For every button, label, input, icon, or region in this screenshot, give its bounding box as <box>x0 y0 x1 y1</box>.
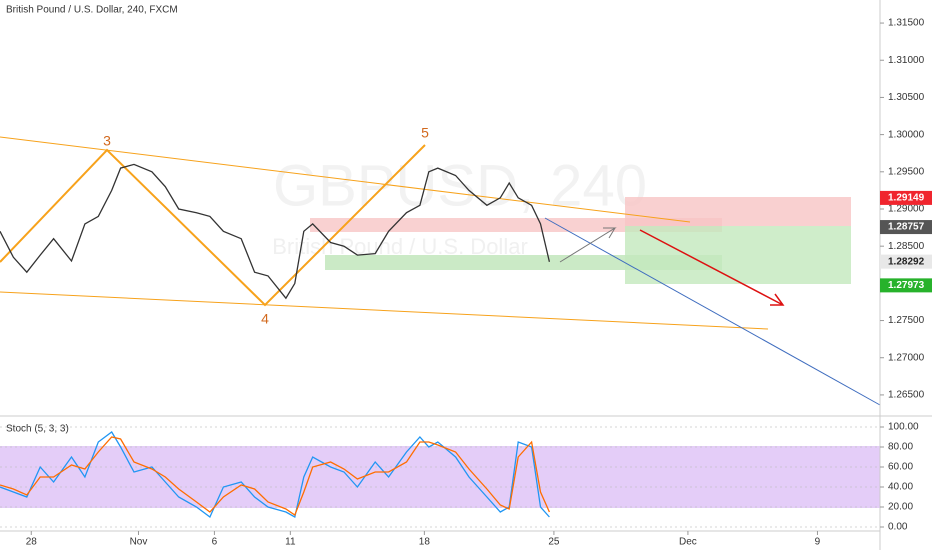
x-tick-label: 11 <box>285 537 296 548</box>
y-tick-label: 1.28500 <box>888 241 925 252</box>
y-tick-label: 20.00 <box>888 502 913 513</box>
price-tag-label: 1.28757 <box>888 222 925 233</box>
wave-pattern <box>0 144 426 307</box>
series-line <box>0 163 551 300</box>
chart-title: British Pound / U.S. Dollar, 240, FXCM <box>6 5 178 16</box>
buy-zone <box>325 255 722 270</box>
target-zone <box>625 226 851 284</box>
sell-zone <box>310 218 722 232</box>
y-tick-label: 40.00 <box>888 482 913 493</box>
wave-label: 3 <box>103 133 111 149</box>
stop-zone <box>625 197 851 226</box>
price-tag <box>880 254 932 269</box>
x-tick-label: 9 <box>815 537 821 548</box>
y-tick-label: 1.31500 <box>888 18 925 29</box>
y-tick-label: 60.00 <box>888 462 913 473</box>
y-tick-label: 1.29000 <box>888 204 925 215</box>
y-tick-label: 100.00 <box>888 422 919 433</box>
trend-line <box>544 217 881 406</box>
series-line <box>0 436 550 516</box>
arrow-up <box>559 227 617 263</box>
x-tick-label: 6 <box>212 537 218 548</box>
y-tick-label: 1.30000 <box>888 129 925 140</box>
price-tag-label: 1.27973 <box>888 280 925 291</box>
price-tag-label: 1.28292 <box>888 256 925 267</box>
channel-bottom <box>0 291 769 330</box>
y-tick-label: 1.27500 <box>888 315 925 326</box>
channel-top <box>0 136 691 223</box>
y-tick-label: 0.00 <box>888 522 908 533</box>
x-tick-label: 18 <box>419 537 431 548</box>
y-tick-label: 1.30500 <box>888 92 925 103</box>
watermark: GBPUSD, 240 <box>273 153 647 218</box>
y-tick-label: 80.00 <box>888 442 913 453</box>
price-tag <box>880 220 932 235</box>
series-line <box>0 431 550 519</box>
x-tick-label: Nov <box>130 537 148 548</box>
indicator-title: Stoch (5, 3, 3) <box>6 424 69 435</box>
wave-label: 4 <box>261 311 269 327</box>
stoch-band <box>0 446 880 508</box>
price-tag <box>880 278 932 293</box>
y-tick-label: 1.27000 <box>888 352 925 363</box>
arrow-down <box>639 229 785 306</box>
price-tag-label: 1.29149 <box>888 193 925 204</box>
wave-label: 5 <box>421 125 429 141</box>
x-tick-label: 28 <box>26 537 38 548</box>
x-tick-label: Dec <box>679 537 697 548</box>
x-tick-label: 25 <box>548 537 560 548</box>
y-tick-label: 1.29500 <box>888 166 925 177</box>
price-tag <box>880 190 932 205</box>
y-tick-label: 1.31000 <box>888 55 925 66</box>
y-tick-label: 1.26500 <box>888 390 925 401</box>
